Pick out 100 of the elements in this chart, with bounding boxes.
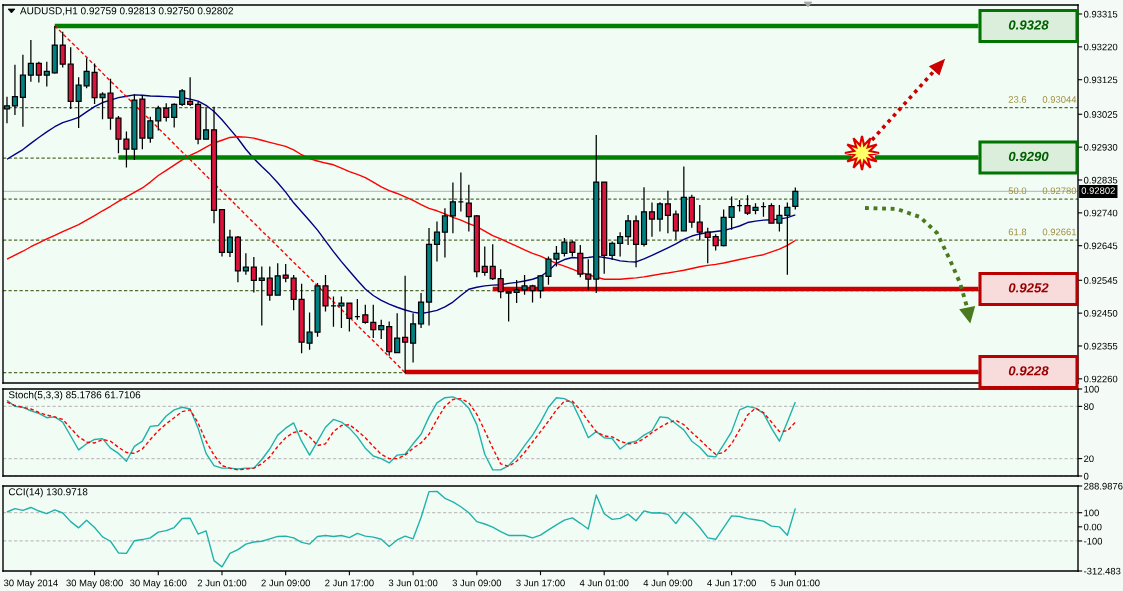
y-tick-label: 20 <box>1084 455 1094 463</box>
candlestick <box>417 292 425 329</box>
y-tick-label: 288.9876 <box>1084 482 1123 490</box>
candlestick <box>640 186 648 248</box>
candlestick <box>67 46 74 110</box>
candlestick <box>266 265 273 302</box>
candlestick <box>43 61 50 88</box>
y-tick-label: 0.00 <box>1083 523 1102 531</box>
ref-line-label: 23.6 0.93044 <box>1008 96 1077 103</box>
candlestick <box>35 61 42 84</box>
candlestick <box>242 252 249 276</box>
x-tick-label: 30 May 08:00 <box>66 579 123 589</box>
x-tick-label: 2 Jun 09:00 <box>261 579 310 587</box>
chart-title: CCI(14) 130.9718 <box>8 488 88 498</box>
candlestick <box>441 207 449 259</box>
candlestick <box>449 181 457 234</box>
candlestick <box>171 102 178 129</box>
x-tick-label: 2 Jun 01:00 <box>197 579 247 587</box>
candlestick <box>163 102 170 123</box>
y-tick-label: 100 <box>1084 509 1099 517</box>
candlestick <box>433 220 441 263</box>
candlestick <box>736 199 743 213</box>
x-tick-label: 30 May 2014 <box>3 579 58 589</box>
candlestick <box>370 304 377 339</box>
candlestick <box>473 214 480 278</box>
candlestick <box>648 201 656 238</box>
candlestick <box>577 244 584 278</box>
chart-title: Stoch(5,3,3) 85.1786 61.7106 <box>8 391 141 401</box>
candlestick <box>601 181 608 275</box>
candlestick <box>274 262 281 296</box>
y-tick-label: 0 <box>1083 472 1089 480</box>
ref-line-label: 0.92802 <box>1081 187 1115 194</box>
candlestick <box>656 201 664 233</box>
y-tick-label: 0.93220 <box>1083 43 1118 51</box>
y-tick-label: 0.92740 <box>1083 209 1118 217</box>
candlestick <box>632 214 640 268</box>
line-series <box>54 25 406 374</box>
x-tick-label: 30 May 16:00 <box>130 579 187 589</box>
candlestick <box>688 194 695 229</box>
candlestick <box>202 106 210 140</box>
candlestick <box>402 275 409 374</box>
y-tick-label: -312.483 <box>1083 567 1121 575</box>
candlestick <box>680 165 687 233</box>
candlestick <box>19 54 27 128</box>
candlestick <box>481 245 488 277</box>
candlestick <box>282 263 289 283</box>
candlestick <box>27 39 34 83</box>
candlestick <box>378 319 385 340</box>
y-tick-label: 0.93315 <box>1083 10 1118 18</box>
line-series <box>6 94 797 315</box>
candlestick <box>226 229 234 258</box>
y-tick-label: 0.92260 <box>1083 375 1118 383</box>
y-tick-label: 0.92450 <box>1083 309 1118 317</box>
x-tick-label: 4 Jun 09:00 <box>643 579 693 587</box>
candlestick <box>330 295 337 328</box>
candlestick <box>624 214 632 246</box>
candlestick <box>155 105 162 132</box>
candlestick <box>465 184 472 233</box>
chart-title: AUDUSD,H1 0.92759 0.92813 0.92750 0.92802 <box>20 7 233 16</box>
annotation: 0.9228 <box>1008 366 1049 376</box>
y-tick-label: 0.92645 <box>1083 242 1118 250</box>
x-tick-label: 5 Jun 01:00 <box>771 579 820 587</box>
candlestick <box>585 258 592 291</box>
y-tick-label: 0.92545 <box>1083 277 1118 284</box>
candlestick <box>234 235 242 283</box>
x-tick-label: 4 Jun 17:00 <box>707 579 756 587</box>
y-tick-label: 0.92835 <box>1083 176 1118 184</box>
candlestick <box>386 320 393 357</box>
candlestick <box>425 227 433 327</box>
candlestick <box>696 204 703 242</box>
candlestick <box>672 209 679 241</box>
y-tick-label: 80 <box>1083 403 1094 410</box>
candlestick <box>59 31 66 69</box>
x-tick-label: 3 Jun 01:00 <box>388 579 438 587</box>
ref-line-label: 50.0 0.92780 <box>1008 187 1077 195</box>
y-tick-label: 0.92930 <box>1083 143 1118 151</box>
candlestick <box>617 231 624 258</box>
candlestick <box>593 134 600 294</box>
candlestick <box>609 240 616 261</box>
annotation: 0.9252 <box>1008 283 1049 293</box>
candlestick <box>409 312 417 364</box>
candlestick <box>712 233 719 252</box>
y-tick-label: 100 <box>1084 385 1099 393</box>
annotation: 0.9328 <box>1008 20 1049 30</box>
candlestick <box>792 186 799 211</box>
annotation: 0.9290 <box>1008 151 1049 162</box>
candlestick <box>354 298 361 321</box>
candlestick <box>210 106 218 224</box>
x-tick-label: 3 Jun 17:00 <box>516 579 565 587</box>
x-tick-label: 4 Jun 01:00 <box>579 579 629 587</box>
x-tick-label: 2 Jun 17:00 <box>325 579 374 587</box>
candlestick <box>258 265 265 327</box>
candlestick <box>179 88 186 107</box>
candlestick <box>489 243 496 281</box>
candlestick <box>147 116 154 144</box>
ref-line-label: 61.8 0.92661 <box>1008 228 1077 236</box>
y-tick-label: 0.93125 <box>1083 76 1118 84</box>
candlestick <box>394 312 401 354</box>
candlestick <box>664 190 672 234</box>
line-series <box>6 136 797 280</box>
